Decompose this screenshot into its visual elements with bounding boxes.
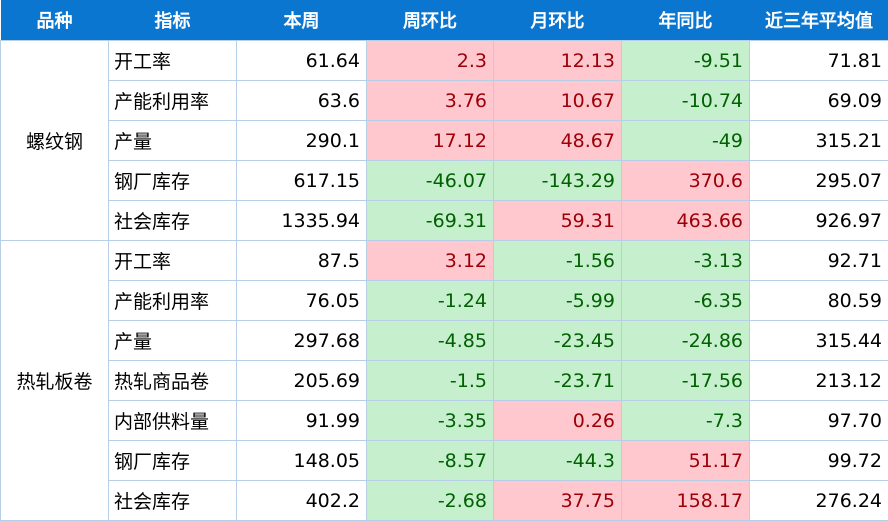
yoy-cell: 51.17 bbox=[622, 441, 750, 481]
wow-cell: -8.57 bbox=[367, 441, 494, 481]
header-indicator: 指标 bbox=[109, 0, 237, 41]
indicator-cell: 产量 bbox=[109, 121, 237, 161]
this-week-cell: 148.05 bbox=[237, 441, 367, 481]
mom-cell: 0.26 bbox=[494, 401, 622, 441]
wow-cell: -1.5 bbox=[367, 361, 494, 401]
mom-cell: 48.67 bbox=[494, 121, 622, 161]
this-week-cell: 63.6 bbox=[237, 81, 367, 121]
avg3y-cell: 295.07 bbox=[750, 161, 888, 201]
avg3y-cell: 99.72 bbox=[750, 441, 888, 481]
mom-cell: 59.31 bbox=[494, 201, 622, 241]
avg3y-cell: 213.12 bbox=[750, 361, 888, 401]
header-yoy: 年同比 bbox=[622, 0, 750, 41]
this-week-cell: 297.68 bbox=[237, 321, 367, 361]
avg3y-cell: 97.70 bbox=[750, 401, 888, 441]
header-wow: 周环比 bbox=[367, 0, 494, 41]
mom-cell: -1.56 bbox=[494, 241, 622, 281]
yoy-cell: -9.51 bbox=[622, 41, 750, 81]
header-category: 品种 bbox=[1, 0, 109, 41]
avg3y-cell: 315.44 bbox=[750, 321, 888, 361]
category-cell: 螺纹钢 bbox=[1, 41, 109, 241]
this-week-cell: 1335.94 bbox=[237, 201, 367, 241]
yoy-cell: -10.74 bbox=[622, 81, 750, 121]
avg3y-cell: 92.71 bbox=[750, 241, 888, 281]
avg3y-cell: 69.09 bbox=[750, 81, 888, 121]
this-week-cell: 61.64 bbox=[237, 41, 367, 81]
mom-cell: -23.45 bbox=[494, 321, 622, 361]
yoy-cell: -49 bbox=[622, 121, 750, 161]
this-week-cell: 290.1 bbox=[237, 121, 367, 161]
mom-cell: 10.67 bbox=[494, 81, 622, 121]
yoy-cell: -17.56 bbox=[622, 361, 750, 401]
indicator-cell: 社会库存 bbox=[109, 201, 237, 241]
header-avg3y: 近三年平均值 bbox=[750, 0, 888, 41]
this-week-cell: 205.69 bbox=[237, 361, 367, 401]
indicator-cell: 钢厂库存 bbox=[109, 441, 237, 481]
wow-cell: 3.12 bbox=[367, 241, 494, 281]
mom-cell: -143.29 bbox=[494, 161, 622, 201]
indicator-cell: 产能利用率 bbox=[109, 281, 237, 321]
yoy-cell: 158.17 bbox=[622, 481, 750, 521]
indicator-cell: 内部供料量 bbox=[109, 401, 237, 441]
indicator-cell: 钢厂库存 bbox=[109, 161, 237, 201]
header-mom: 月环比 bbox=[494, 0, 622, 41]
this-week-cell: 91.99 bbox=[237, 401, 367, 441]
wow-cell: 2.3 bbox=[367, 41, 494, 81]
wow-cell: 17.12 bbox=[367, 121, 494, 161]
wow-cell: -1.24 bbox=[367, 281, 494, 321]
this-week-cell: 402.2 bbox=[237, 481, 367, 521]
header-row: 品种 指标 本周 周环比 月环比 年同比 近三年平均值 bbox=[1, 0, 888, 41]
header-this-week: 本周 bbox=[237, 0, 367, 41]
yoy-cell: -7.3 bbox=[622, 401, 750, 441]
indicator-cell: 产能利用率 bbox=[109, 81, 237, 121]
wow-cell: -2.68 bbox=[367, 481, 494, 521]
yoy-cell: -3.13 bbox=[622, 241, 750, 281]
yoy-cell: -6.35 bbox=[622, 281, 750, 321]
mom-cell: 12.13 bbox=[494, 41, 622, 81]
indicator-cell: 社会库存 bbox=[109, 481, 237, 521]
avg3y-cell: 315.21 bbox=[750, 121, 888, 161]
yoy-cell: 370.6 bbox=[622, 161, 750, 201]
avg3y-cell: 80.59 bbox=[750, 281, 888, 321]
avg3y-cell: 276.24 bbox=[750, 481, 888, 521]
wow-cell: -46.07 bbox=[367, 161, 494, 201]
this-week-cell: 87.5 bbox=[237, 241, 367, 281]
mom-cell: -23.71 bbox=[494, 361, 622, 401]
wow-cell: -69.31 bbox=[367, 201, 494, 241]
indicator-cell: 热轧商品卷 bbox=[109, 361, 237, 401]
mom-cell: -44.3 bbox=[494, 441, 622, 481]
avg3y-cell: 926.97 bbox=[750, 201, 888, 241]
yoy-cell: -24.86 bbox=[622, 321, 750, 361]
wow-cell: -4.85 bbox=[367, 321, 494, 361]
wow-cell: 3.76 bbox=[367, 81, 494, 121]
mom-cell: -5.99 bbox=[494, 281, 622, 321]
avg3y-cell: 71.81 bbox=[750, 41, 888, 81]
indicator-cell: 开工率 bbox=[109, 41, 237, 81]
this-week-cell: 617.15 bbox=[237, 161, 367, 201]
mom-cell: 37.75 bbox=[494, 481, 622, 521]
yoy-cell: 463.66 bbox=[622, 201, 750, 241]
wow-cell: -3.35 bbox=[367, 401, 494, 441]
this-week-cell: 76.05 bbox=[237, 281, 367, 321]
category-cell: 热轧板卷 bbox=[1, 241, 109, 521]
indicator-cell: 产量 bbox=[109, 321, 237, 361]
indicator-cell: 开工率 bbox=[109, 241, 237, 281]
